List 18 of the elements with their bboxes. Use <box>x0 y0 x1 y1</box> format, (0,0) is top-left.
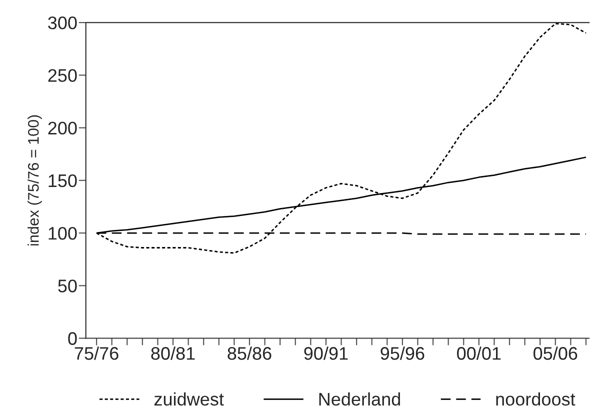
x-tick-label: 80/81 <box>151 346 195 360</box>
y-tick-label: 100 <box>48 226 77 240</box>
y-axis-title: index (75/76 = 100) <box>28 115 42 246</box>
y-tick-label: 0 <box>68 332 77 345</box>
y-tick-label: 150 <box>48 174 77 188</box>
legend-label: Nederland <box>319 392 400 406</box>
y-tick-label: 300 <box>48 16 77 30</box>
x-tick-label: 85/86 <box>228 346 272 360</box>
legend-label: zuidwest <box>154 392 224 406</box>
legend-label: noordoost <box>496 392 576 406</box>
x-tick-label: 00/01 <box>457 346 501 360</box>
y-tick-label: 50 <box>58 280 77 292</box>
x-tick-label: 05/06 <box>534 346 578 360</box>
x-tick-label: 75/76 <box>74 346 118 360</box>
y-tick-label: 250 <box>48 69 77 82</box>
x-tick-label: 95/96 <box>380 346 424 360</box>
y-tick-label: 200 <box>48 122 77 135</box>
x-tick-label: 90/91 <box>304 346 348 360</box>
